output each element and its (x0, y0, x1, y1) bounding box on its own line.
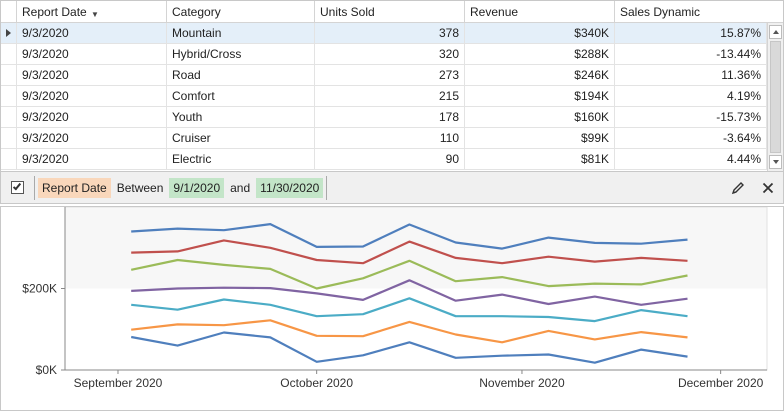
data-grid: Report Date ▼ Category Units Sold Revenu… (0, 0, 784, 172)
series-line-3 (130, 258, 688, 290)
filter-value-to[interactable]: 11/30/2020 (256, 178, 324, 198)
cell-category[interactable]: Comfort (167, 86, 315, 106)
cell-revenue[interactable]: $99K (465, 128, 615, 148)
row-indicator (1, 107, 17, 127)
cell-revenue[interactable]: $246K (465, 65, 615, 85)
cell-units-sold[interactable]: 378 (315, 23, 465, 43)
cell-revenue[interactable]: $160K (465, 107, 615, 127)
cell-report-date[interactable]: 9/3/2020 (17, 107, 167, 127)
cell-report-date[interactable]: 9/3/2020 (17, 149, 167, 169)
cell-category[interactable]: Electric (167, 149, 315, 169)
cell-category[interactable]: Mountain (167, 23, 315, 43)
table-row[interactable]: 9/3/2020 Comfort 215 $194K 4.19% (1, 86, 767, 107)
column-header-sales-dynamic[interactable]: Sales Dynamic (615, 1, 767, 23)
x-tick-label: December 2020 (678, 376, 764, 390)
row-indicator (1, 44, 17, 64)
cell-revenue[interactable]: $194K (465, 86, 615, 106)
column-header-category[interactable]: Category (167, 1, 315, 23)
y-tick-label: $0K (36, 363, 57, 377)
cell-report-date[interactable]: 9/3/2020 (17, 65, 167, 85)
cell-units-sold[interactable]: 215 (315, 86, 465, 106)
column-header-units-sold[interactable]: Units Sold (315, 1, 465, 23)
cell-sales-dynamic[interactable]: 4.44% (615, 149, 767, 169)
grid-header: Report Date ▼ Category Units Sold Revenu… (1, 1, 783, 23)
cell-units-sold[interactable]: 90 (315, 149, 465, 169)
table-row[interactable]: 9/3/2020 Electric 90 $81K 4.44% (1, 149, 767, 170)
row-indicator (1, 128, 17, 148)
table-row[interactable]: 9/3/2020 Road 273 $246K 11.36% (1, 65, 767, 86)
line-chart: $0K $200K September 2020 October 2020 Novemb… (0, 206, 784, 411)
cell-units-sold[interactable]: 320 (315, 44, 465, 64)
y-tick-label: $200K (22, 282, 57, 296)
filter-icon[interactable]: ▼ (91, 10, 99, 19)
table-row[interactable]: 9/3/2020 Mountain 378 $340K 15.87% (1, 23, 767, 44)
filter-conjunction: and (230, 181, 251, 195)
cell-sales-dynamic[interactable]: -13.44% (615, 44, 767, 64)
column-header-report-date[interactable]: Report Date ▼ (17, 1, 167, 23)
cell-units-sold[interactable]: 178 (315, 107, 465, 127)
cell-revenue[interactable]: $288K (465, 44, 615, 64)
table-row[interactable]: 9/3/2020 Hybrid/Cross 320 $288K -13.44% (1, 44, 767, 65)
column-header-label: Report Date (22, 5, 87, 19)
cell-revenue[interactable]: $340K (465, 23, 615, 43)
table-row[interactable]: 9/3/2020 Cruiser 110 $99K -3.64% (1, 128, 767, 149)
chevron-up-icon (773, 30, 779, 34)
cell-report-date[interactable]: 9/3/2020 (17, 128, 167, 148)
scroll-down-button[interactable] (769, 155, 782, 169)
x-tick-label: November 2020 (479, 376, 565, 390)
chart-canvas: $0K $200K September 2020 October 2020 Novemb… (22, 207, 768, 390)
chevron-down-icon (773, 160, 779, 164)
clear-filter-close-icon[interactable] (760, 180, 776, 196)
cell-revenue[interactable]: $81K (465, 149, 615, 169)
series-line-4 (131, 279, 688, 306)
cell-report-date[interactable]: 9/3/2020 (17, 86, 167, 106)
vertical-scrollbar[interactable] (767, 23, 783, 171)
filter-value-from[interactable]: 9/1/2020 (169, 178, 225, 198)
filter-enable-checkbox[interactable] (11, 181, 24, 194)
column-header-label: Units Sold (320, 5, 375, 19)
checkmark-icon (12, 181, 22, 191)
row-indicator (1, 65, 17, 85)
series-line-5 (131, 297, 688, 323)
series-line-6 (131, 319, 688, 344)
edit-filter-pencil-icon[interactable] (730, 180, 746, 196)
cell-category[interactable]: Road (167, 65, 315, 85)
cell-sales-dynamic[interactable]: 11.36% (615, 65, 767, 85)
plot-band-upper (65, 207, 767, 289)
x-tick-label: October 2020 (280, 376, 353, 390)
cell-sales-dynamic[interactable]: 4.19% (615, 86, 767, 106)
row-indicator (1, 86, 17, 106)
series-line-7 (130, 331, 688, 364)
header-indicator-cell (1, 1, 17, 23)
column-header-label: Sales Dynamic (620, 5, 701, 19)
scrollbar-thumb[interactable] (770, 41, 781, 153)
filter-expression[interactable]: Report Date Between 9/1/2020 and 11/30/2… (34, 176, 328, 200)
cell-category[interactable]: Hybrid/Cross (167, 44, 315, 64)
scroll-up-button[interactable] (769, 25, 782, 39)
grid-rows: 9/3/2020 Mountain 378 $340K 15.87% 9/3/2… (1, 23, 767, 170)
cell-units-sold[interactable]: 273 (315, 65, 465, 85)
column-header-label: Revenue (470, 5, 519, 19)
cell-category[interactable]: Cruiser (167, 128, 315, 148)
cell-report-date[interactable]: 9/3/2020 (17, 23, 167, 43)
row-indicator (1, 149, 17, 169)
filter-operator[interactable]: Between (116, 181, 164, 195)
column-header-revenue[interactable]: Revenue (465, 1, 615, 23)
cell-units-sold[interactable]: 110 (315, 128, 465, 148)
filter-panel: Report Date Between 9/1/2020 and 11/30/2… (0, 172, 784, 204)
cell-category[interactable]: Youth (167, 107, 315, 127)
series-line-2 (131, 239, 688, 265)
plot-band-lower (65, 288, 767, 370)
x-tick-label: September 2020 (74, 376, 163, 390)
cell-sales-dynamic[interactable]: -3.64% (615, 128, 767, 148)
column-header-label: Category (172, 5, 221, 19)
cell-report-date[interactable]: 9/3/2020 (17, 44, 167, 64)
cell-sales-dynamic[interactable]: -15.73% (615, 107, 767, 127)
filter-field-chip[interactable]: Report Date (38, 178, 111, 198)
series-line-1 (131, 223, 688, 250)
row-indicator (1, 23, 17, 43)
cell-sales-dynamic[interactable]: 15.87% (615, 23, 767, 43)
row-pointer-icon (6, 29, 11, 37)
table-row[interactable]: 9/3/2020 Youth 178 $160K -15.73% (1, 107, 767, 128)
